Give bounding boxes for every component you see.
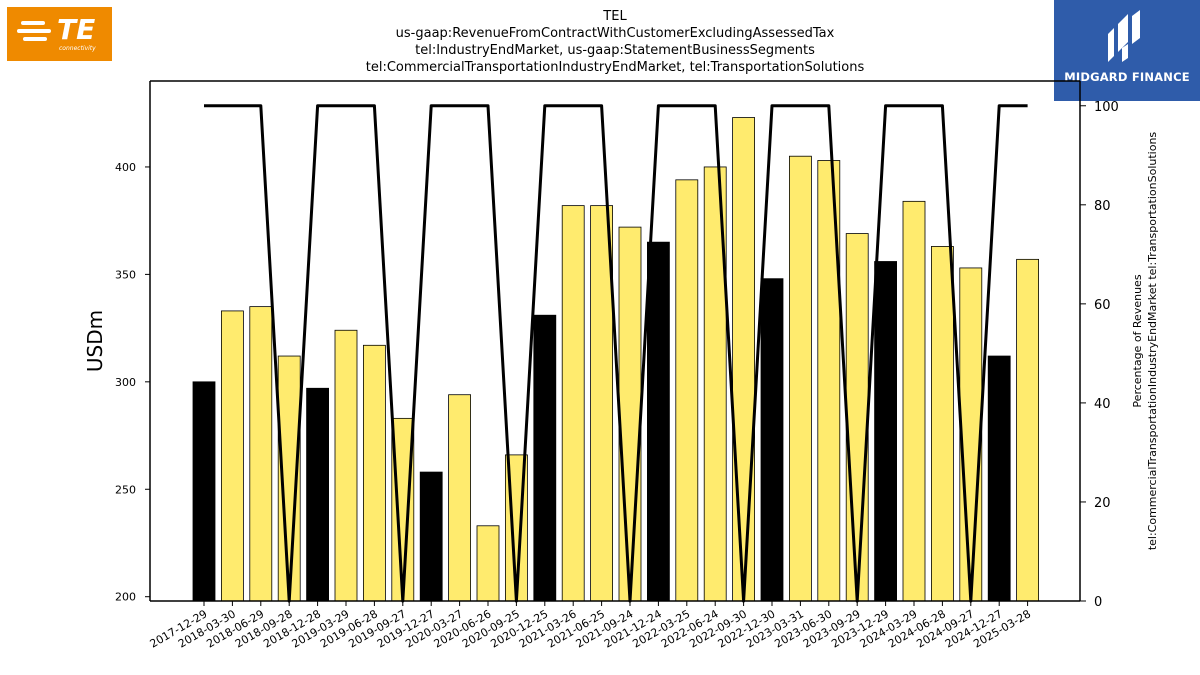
percentage-line [204,104,1028,603]
chart-title: TEL us-gaap:RevenueFromContractWithCustom… [366,9,865,75]
y2-axis-label-line: Percentage of Revenues [1131,274,1144,407]
bar [675,179,699,602]
bar [419,471,443,602]
bar [987,355,1011,602]
chart-title-line: TEL [602,9,627,24]
y2-tick-label: 40 [1094,397,1111,412]
bar [1016,258,1039,602]
bar [220,310,244,602]
bar [561,205,585,602]
logo-text: MIDGARD FINANCE [1064,70,1190,84]
y2-tick-label: 80 [1094,199,1111,214]
y-axis-ticks: 200 250 300 350 400 [115,161,150,604]
y2-axis-label: Percentage of Revenues tel:CommercialTran… [1131,132,1159,551]
bar [306,387,330,602]
midgard-emblem-icon [1108,10,1140,62]
bar [192,381,216,602]
bar [760,278,784,602]
logo-subtext: connectivity [59,45,96,52]
y2-axis-ticks: 0 20 40 60 80 100 [1080,100,1119,610]
y-axis-label: USDm [83,310,107,372]
bar [618,226,642,602]
logo-stripe [17,29,51,33]
bar [732,117,755,602]
y2-tick-label: 20 [1094,496,1111,511]
y2-tick-label: 100 [1094,100,1119,115]
bar [845,233,869,602]
y-tick-label: 400 [115,161,136,174]
logo-stripe [23,37,47,41]
logo-text: TE [57,13,96,46]
bar [959,267,983,602]
chart-title-line: tel:IndustryEndMarket, us-gaap:Statement… [415,43,815,58]
bar [902,200,926,602]
y-tick-label: 200 [115,591,136,604]
y2-tick-label: 60 [1094,298,1111,313]
bar [647,241,670,602]
y2-tick-label: 0 [1094,595,1102,610]
bar [874,261,897,602]
bar [362,344,386,602]
bar [249,306,273,602]
y2-axis-label-line: tel:CommercialTransportationIndustryEndM… [1146,132,1159,551]
y-tick-label: 350 [115,268,136,281]
logo-stripe [21,21,45,25]
bar [533,314,557,602]
bar [789,155,812,602]
chart-title-line: us-gaap:RevenueFromContractWithCustomerE… [396,26,835,41]
bar [476,525,500,602]
y-tick-label: 250 [115,483,136,496]
chart-title-line: tel:CommercialTransportationIndustryEndM… [366,60,865,75]
bar [334,329,358,602]
bar [931,246,954,602]
te-connectivity-logo: TE connectivity [7,7,112,61]
bar [448,394,472,602]
midgard-finance-logo: MIDGARD FINANCE [1054,0,1200,101]
axes [149,80,1081,602]
y-tick-label: 300 [115,376,136,389]
x-axis-ticks: 2017-12-292018-03-302018-06-292018-09-28… [148,601,1033,651]
